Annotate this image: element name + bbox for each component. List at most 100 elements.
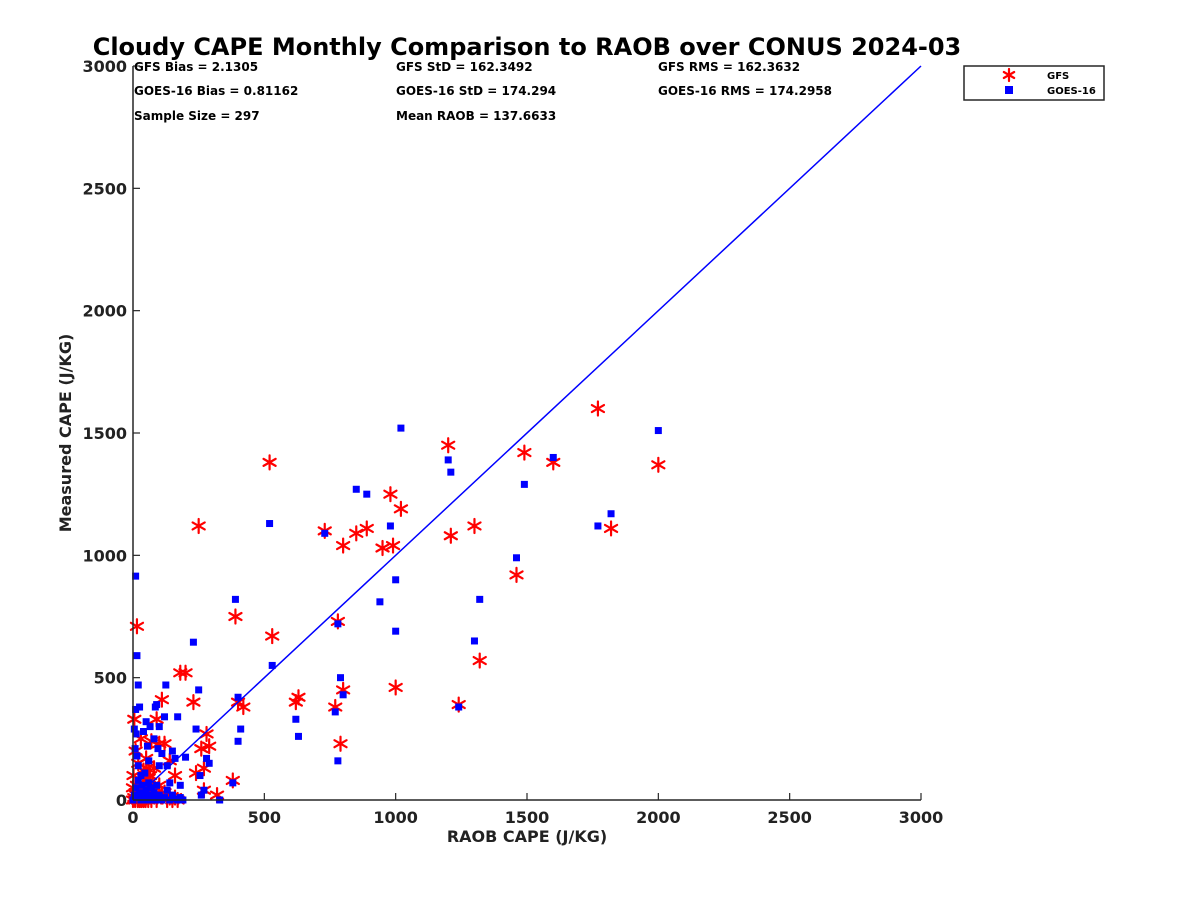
gfs-point	[467, 517, 482, 535]
goes16-point	[163, 762, 171, 770]
gfs-point	[441, 437, 456, 454]
x-tick-label: 500	[248, 808, 281, 827]
goes16-point	[334, 757, 342, 765]
gfs-point	[590, 400, 606, 417]
goes16-point	[134, 762, 142, 770]
goes16-point	[155, 791, 163, 799]
goes16-point	[147, 784, 155, 792]
x-tick-label: 1500	[505, 808, 550, 827]
goes16-point	[392, 576, 400, 584]
goes16-point	[133, 794, 141, 802]
gfs-point	[291, 689, 306, 706]
goes16-point	[447, 468, 455, 476]
gfs-point	[393, 500, 409, 517]
gfs-point	[603, 520, 619, 537]
goes16-point	[229, 779, 237, 787]
goes16-point	[237, 725, 245, 733]
gfs-point	[265, 627, 280, 645]
gfs-point	[385, 537, 401, 554]
y-tick-label: 0	[116, 791, 127, 810]
gfs-point	[388, 679, 403, 696]
goes16-point	[153, 701, 161, 709]
gfs-point	[651, 456, 666, 473]
goes16-point	[146, 723, 154, 731]
goes16-point	[161, 794, 169, 802]
goes16-point	[140, 727, 148, 735]
x-tick-label: 2500	[767, 808, 812, 827]
goes16-point	[321, 529, 329, 537]
goes16-point	[168, 747, 176, 755]
goes16-point	[455, 703, 463, 711]
goes16-point	[158, 750, 166, 758]
goes16-point	[392, 627, 400, 635]
y-tick-label: 500	[94, 669, 127, 688]
goes16-point	[337, 674, 345, 682]
gfs-point	[173, 664, 188, 681]
goes16-point	[352, 485, 360, 493]
goes16-point	[292, 715, 300, 723]
goes16-point	[150, 735, 158, 743]
goes16-point	[141, 769, 149, 777]
goes16-point	[133, 652, 141, 660]
goes16-point	[594, 522, 602, 530]
stat-sample-size: Sample Size = 297	[134, 109, 260, 123]
one-to-one-reference-line	[132, 65, 922, 801]
goes16-point	[444, 456, 452, 464]
goes16-point	[476, 595, 484, 603]
gfs-point	[288, 694, 304, 711]
goes16-point	[189, 638, 197, 646]
gfs-point	[199, 725, 214, 743]
goes16-point	[142, 786, 150, 794]
statistics-block: GFS Bias = 2.1305 GFS StD = 162.3492 GFS…	[134, 60, 832, 123]
goes16-point	[231, 595, 239, 603]
y-tick-label: 1500	[82, 424, 127, 443]
gfs-point	[509, 566, 524, 584]
gfs-point	[127, 711, 142, 728]
x-tick-label: 0	[127, 808, 138, 827]
gfs-point	[517, 444, 532, 461]
goes16-point	[171, 754, 179, 762]
goes16-point	[163, 786, 171, 794]
legend-goes16-square-icon	[1005, 86, 1013, 94]
gfs-point	[383, 486, 398, 503]
x-tick-label: 3000	[899, 808, 944, 827]
gfs-point	[472, 652, 487, 669]
goes16-point	[192, 725, 200, 733]
goes16-point	[520, 480, 528, 488]
goes16-point	[197, 791, 205, 799]
goes16-point	[339, 691, 347, 699]
goes16-point	[176, 781, 184, 789]
legend-label-gfs: GFS	[1047, 71, 1069, 82]
y-axis-label: Measured CAPE (J/KG)	[56, 334, 75, 533]
goes16-point	[182, 753, 190, 761]
goes16-point	[155, 762, 163, 770]
goes16-point	[143, 742, 151, 750]
stat-goes16-bias: GOES-16 Bias = 0.81162	[134, 84, 298, 98]
goes16-point	[234, 737, 242, 745]
goes16-point	[130, 725, 138, 733]
stat-mean-raob: Mean RAOB = 137.6633	[396, 109, 556, 123]
gfs-point	[333, 735, 348, 752]
chart-title: Cloudy CAPE Monthly Comparison to RAOB o…	[93, 33, 962, 61]
goes16-point	[137, 772, 145, 780]
goes16-point	[136, 789, 144, 797]
goes16-point	[132, 784, 140, 792]
goes16-point	[134, 681, 142, 689]
x-tick-label: 1000	[373, 808, 418, 827]
y-tick-label: 2500	[82, 179, 127, 198]
gfs-point	[443, 527, 458, 544]
goes16-point	[334, 620, 342, 628]
goes16-point	[132, 705, 140, 713]
y-tick-label: 3000	[82, 57, 127, 76]
gfs-point	[349, 525, 364, 542]
goes16-point	[145, 757, 153, 765]
goes16-point	[168, 791, 176, 799]
goes16-point	[132, 730, 140, 738]
goes16-point	[146, 791, 154, 799]
goes16-point	[470, 637, 478, 645]
legend-gfs-asterisk-icon	[1002, 67, 1016, 83]
goes16-point	[162, 681, 170, 689]
goes16-point	[166, 779, 174, 787]
stat-goes16-std: GOES-16 StD = 174.294	[396, 84, 556, 98]
